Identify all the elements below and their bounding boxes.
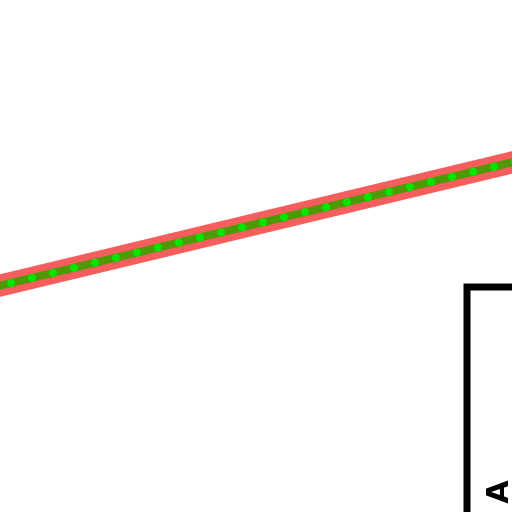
building-label: A <box>481 480 512 504</box>
road-dots <box>0 158 512 290</box>
building-outline <box>463 283 512 512</box>
